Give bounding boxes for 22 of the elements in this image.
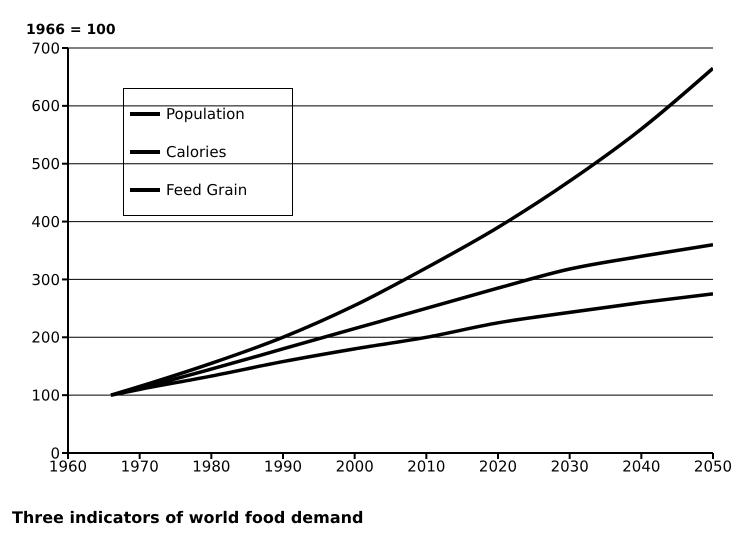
y-tick-label: 600: [31, 97, 60, 116]
x-tick-label: 2030: [550, 458, 589, 476]
y-axis-title: 1966 = 100: [26, 22, 116, 38]
y-tick-label: 300: [31, 270, 60, 289]
x-tick-label: 1990: [264, 458, 302, 476]
y-tick-label: 700: [31, 39, 60, 58]
x-tick-label: 1970: [120, 458, 159, 476]
y-tick-label: 400: [31, 212, 60, 231]
x-tick-label: 2010: [407, 458, 446, 476]
x-tick-label: 1960: [48, 458, 88, 476]
y-tick-label: 100: [31, 386, 60, 404]
legend-label: Feed Grain: [166, 181, 248, 199]
x-tick-label: 2040: [622, 458, 660, 476]
y-tick-label: 200: [31, 328, 60, 347]
x-tick-label: 2000: [336, 458, 374, 476]
x-tick-label: 2050: [694, 458, 732, 476]
x-tick-label: 2020: [478, 458, 518, 476]
text: Three indicators of world food demand: [12, 508, 364, 527]
legend-label: Population: [166, 105, 245, 123]
legend-label: Calories: [166, 143, 226, 161]
y-tick-label: 500: [31, 155, 60, 174]
x-tick-label: 1980: [192, 458, 230, 476]
